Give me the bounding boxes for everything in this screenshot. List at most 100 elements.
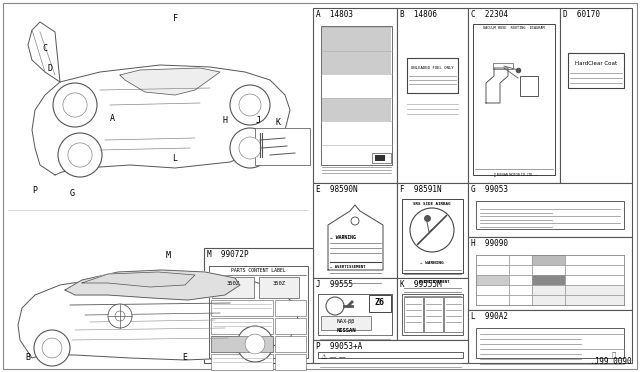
Bar (397, 183, 468, 278)
Text: F: F (173, 13, 177, 22)
Bar (404, 297, 423, 332)
Text: Ⓝ: Ⓝ (612, 351, 616, 357)
Bar (473, 24, 555, 175)
Text: NISSAN: NISSAN (336, 328, 356, 333)
Bar (275, 318, 306, 334)
Text: 350Z: 350Z (227, 281, 239, 286)
Text: P: P (33, 186, 38, 195)
Text: K: K (275, 118, 280, 126)
Circle shape (239, 94, 261, 116)
Text: H  99090: H 99090 (471, 239, 508, 248)
Circle shape (68, 143, 92, 167)
Polygon shape (28, 22, 60, 82)
Bar (321, 316, 371, 330)
Text: NAX-ββ: NAX-ββ (337, 319, 355, 324)
Circle shape (351, 217, 359, 225)
Text: L: L (173, 154, 177, 163)
Bar (259, 277, 299, 298)
Bar (212, 277, 254, 298)
Text: PARTS CONTENT LABEL: PARTS CONTENT LABEL (230, 268, 285, 273)
Bar (313, 183, 397, 278)
Bar (568, 53, 624, 88)
Bar (322, 121, 391, 145)
Text: .J99 0090: .J99 0090 (590, 357, 632, 366)
Bar (476, 255, 624, 305)
Text: ⚠ AVERTISSEMENT: ⚠ AVERTISSEMENT (414, 280, 450, 284)
Bar (322, 98, 391, 121)
Bar (369, 295, 391, 312)
Circle shape (34, 330, 70, 366)
Bar (532, 295, 564, 305)
Circle shape (410, 208, 454, 252)
Text: ⚠ WARNING: ⚠ WARNING (420, 261, 444, 265)
Circle shape (63, 93, 87, 117)
Bar (509, 265, 532, 275)
Text: L  990A2: L 990A2 (471, 312, 508, 321)
Bar (313, 340, 468, 363)
Text: HardClear Coat: HardClear Coat (575, 61, 617, 66)
Bar (211, 354, 273, 370)
Text: A  14803: A 14803 (316, 10, 353, 19)
Text: B: B (26, 353, 31, 362)
Text: J  99555: J 99555 (316, 280, 353, 289)
Text: M: M (166, 250, 170, 260)
Bar (564, 255, 624, 265)
Polygon shape (65, 270, 240, 300)
Text: G: G (70, 189, 74, 198)
Polygon shape (32, 65, 290, 175)
Bar (211, 336, 273, 352)
Text: D: D (47, 64, 52, 73)
Text: E: E (182, 353, 188, 362)
Bar (476, 275, 509, 285)
Text: M  99072P: M 99072P (207, 250, 248, 259)
Bar (468, 310, 632, 363)
Bar (476, 201, 624, 229)
Bar (493, 63, 513, 69)
Bar (532, 265, 564, 275)
Bar (509, 295, 532, 305)
Circle shape (58, 133, 102, 177)
Text: ⚠ AVERTISSEMENT: ⚠ AVERTISSEMENT (330, 265, 365, 269)
Text: UNLEADED FUEL ONLY: UNLEADED FUEL ONLY (411, 66, 453, 70)
Text: C: C (42, 44, 47, 52)
Bar (520, 76, 538, 96)
Text: G  99053: G 99053 (471, 185, 508, 194)
Bar (468, 8, 560, 183)
Bar (532, 285, 564, 295)
Text: C  22304: C 22304 (471, 10, 508, 19)
Bar (313, 8, 397, 183)
Bar (375, 155, 385, 161)
Bar (476, 255, 509, 265)
Text: VACUUM HOSE  ROUTING  DIAGRAM: VACUUM HOSE ROUTING DIAGRAM (483, 26, 545, 30)
Text: B  14806: B 14806 (400, 10, 437, 19)
Text: ⚠ WARNING: ⚠ WARNING (330, 235, 356, 240)
Bar (211, 318, 273, 334)
Text: H: H (223, 115, 227, 125)
Polygon shape (486, 68, 508, 103)
Polygon shape (120, 68, 220, 95)
Text: A: A (109, 113, 115, 122)
Text: J: J (255, 115, 260, 125)
Text: ⚠ — —: ⚠ — — (321, 354, 346, 360)
Bar (476, 295, 509, 305)
Bar (509, 255, 532, 265)
Bar (397, 278, 468, 340)
Circle shape (237, 326, 273, 362)
Circle shape (42, 338, 62, 358)
Text: 350Z: 350Z (273, 281, 285, 286)
Text: SRS SIDE AIRBAG: SRS SIDE AIRBAG (413, 202, 451, 206)
Polygon shape (328, 205, 383, 270)
Bar (322, 27, 391, 51)
Bar (402, 294, 463, 335)
Bar (564, 285, 624, 295)
Bar (255, 128, 310, 165)
Text: F  98591N: F 98591N (400, 185, 442, 194)
Bar (211, 300, 273, 316)
Circle shape (53, 83, 97, 127)
Circle shape (245, 334, 265, 354)
Bar (468, 183, 632, 237)
Bar (318, 294, 392, 335)
Bar (204, 248, 313, 363)
Polygon shape (18, 276, 298, 360)
Bar (275, 336, 306, 352)
